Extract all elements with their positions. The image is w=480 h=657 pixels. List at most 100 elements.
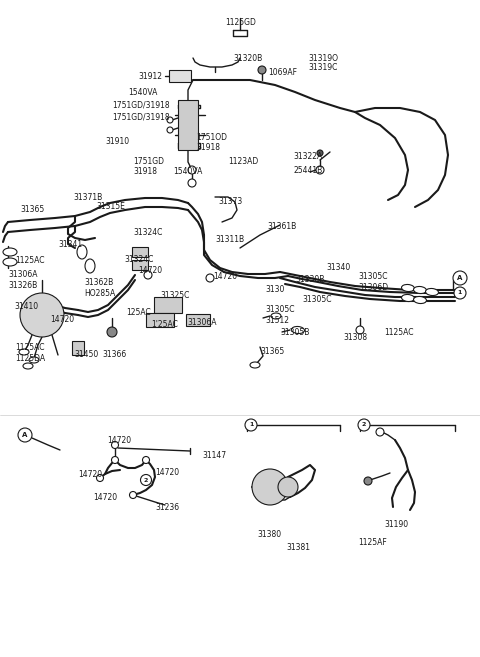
Text: 31308: 31308: [343, 333, 367, 342]
Text: 1125AF: 1125AF: [358, 538, 387, 547]
Bar: [132, 247, 148, 257]
Text: 1125AC: 1125AC: [384, 328, 413, 337]
Text: 1751GD/31918: 1751GD/31918: [112, 101, 169, 110]
Text: 1123AD: 1123AD: [228, 157, 258, 166]
Text: 31190: 31190: [384, 520, 408, 529]
Circle shape: [141, 474, 152, 486]
Ellipse shape: [401, 294, 415, 302]
Text: 31305C: 31305C: [302, 295, 332, 304]
Ellipse shape: [250, 362, 260, 368]
Ellipse shape: [23, 363, 33, 369]
Text: 2: 2: [362, 422, 366, 428]
Circle shape: [96, 474, 104, 482]
Text: 31147: 31147: [202, 451, 226, 460]
Text: 31319O: 31319O: [308, 54, 338, 63]
Circle shape: [454, 287, 466, 299]
Text: 3130: 3130: [265, 285, 284, 294]
Circle shape: [376, 428, 384, 436]
Text: A: A: [22, 432, 28, 438]
Text: 31371B: 31371B: [73, 193, 102, 202]
Circle shape: [206, 274, 214, 282]
Text: 31341: 31341: [58, 240, 82, 249]
Circle shape: [188, 179, 196, 187]
Text: 31366: 31366: [102, 350, 126, 359]
Text: 14720: 14720: [78, 470, 102, 479]
Text: 1: 1: [249, 422, 253, 428]
Text: 31324C: 31324C: [133, 228, 162, 237]
Text: 31410: 31410: [14, 302, 38, 311]
Text: 14720: 14720: [155, 468, 179, 477]
Circle shape: [18, 428, 32, 442]
Circle shape: [144, 271, 152, 279]
Text: 31306A: 31306A: [8, 270, 37, 279]
Text: 31325C: 31325C: [160, 291, 190, 300]
Text: 31305C: 31305C: [358, 272, 387, 281]
Circle shape: [316, 166, 324, 174]
Circle shape: [258, 66, 266, 74]
Bar: [186, 314, 210, 326]
Circle shape: [143, 457, 149, 463]
Ellipse shape: [85, 259, 95, 273]
Bar: [169, 70, 191, 82]
Circle shape: [358, 419, 370, 431]
Circle shape: [111, 442, 119, 449]
Text: 125AC: 125AC: [126, 308, 151, 317]
Ellipse shape: [271, 313, 281, 319]
Text: 25441B: 25441B: [293, 166, 322, 175]
Text: 31373: 31373: [218, 197, 242, 206]
Text: 31319C: 31319C: [308, 63, 337, 72]
Ellipse shape: [401, 284, 415, 292]
Text: 31324C: 31324C: [124, 255, 154, 264]
Text: 1125AC: 1125AC: [15, 256, 45, 265]
Ellipse shape: [29, 357, 39, 363]
Bar: [72, 341, 84, 355]
Text: 14720: 14720: [213, 272, 237, 281]
Text: 1069AF: 1069AF: [268, 68, 297, 77]
Text: 31306A: 31306A: [187, 318, 216, 327]
Text: 31380: 31380: [257, 530, 281, 539]
Circle shape: [245, 419, 257, 431]
Text: 1540VA: 1540VA: [173, 167, 203, 176]
Text: 1751OD: 1751OD: [196, 133, 227, 142]
Bar: [132, 260, 148, 270]
Text: 31512: 31512: [265, 316, 289, 325]
Circle shape: [130, 491, 136, 499]
Text: 31918: 31918: [196, 143, 220, 152]
Text: 31910: 31910: [105, 137, 129, 146]
Circle shape: [107, 327, 117, 337]
Text: 31305B: 31305B: [280, 328, 310, 337]
Text: 1751GD/31918: 1751GD/31918: [112, 112, 169, 121]
Text: 31450: 31450: [74, 350, 98, 359]
Ellipse shape: [413, 286, 427, 294]
Text: A: A: [457, 275, 463, 281]
Text: 31912: 31912: [138, 72, 162, 81]
Circle shape: [167, 127, 173, 133]
Text: 1540VA: 1540VA: [128, 88, 157, 97]
Ellipse shape: [3, 248, 17, 256]
Ellipse shape: [413, 296, 427, 304]
Text: 14720: 14720: [50, 315, 74, 324]
Text: 1125GD: 1125GD: [225, 18, 256, 27]
Circle shape: [167, 117, 173, 123]
Bar: [178, 100, 198, 150]
Text: 31340: 31340: [326, 263, 350, 272]
Text: 31362B: 31362B: [84, 278, 113, 287]
Circle shape: [20, 293, 64, 337]
Text: 31236: 31236: [155, 503, 179, 512]
Text: 1125AC: 1125AC: [15, 343, 45, 352]
Text: 31365: 31365: [260, 347, 284, 356]
Circle shape: [317, 150, 323, 156]
Text: 31320B: 31320B: [233, 54, 262, 63]
Circle shape: [453, 271, 467, 285]
Text: 1'25AC: 1'25AC: [151, 320, 178, 329]
Circle shape: [356, 326, 364, 334]
Text: 31311B: 31311B: [215, 235, 244, 244]
Ellipse shape: [77, 245, 87, 259]
Text: 31918: 31918: [133, 167, 157, 176]
Text: 2: 2: [144, 478, 148, 482]
Text: 1751GD: 1751GD: [133, 157, 164, 166]
Bar: [146, 313, 174, 327]
Text: 31361B: 31361B: [267, 222, 296, 231]
Circle shape: [364, 477, 372, 485]
Circle shape: [111, 457, 119, 463]
